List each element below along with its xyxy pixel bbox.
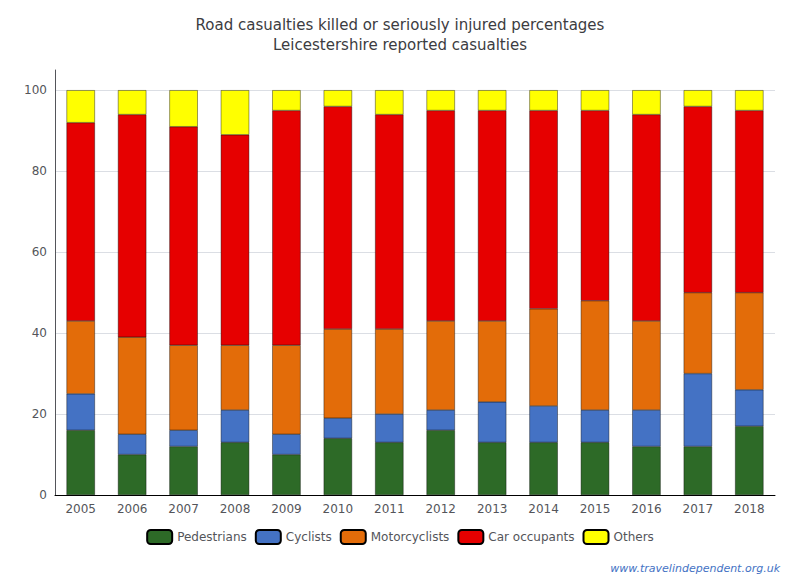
- svg-text:2008: 2008: [220, 502, 251, 516]
- svg-text:2014: 2014: [528, 502, 559, 516]
- svg-text:2016: 2016: [631, 502, 662, 516]
- svg-text:Pedestrians: Pedestrians: [177, 530, 247, 544]
- svg-text:2018: 2018: [734, 502, 765, 516]
- svg-text:0: 0: [39, 488, 47, 502]
- svg-text:Car occupants: Car occupants: [488, 530, 574, 544]
- svg-text:60: 60: [32, 245, 47, 259]
- svg-text:100: 100: [24, 83, 47, 97]
- svg-text:Road casualties killed or seri: Road casualties killed or seriously inju…: [196, 16, 605, 34]
- svg-text:www.travelindependent.org.uk: www.travelindependent.org.uk: [610, 562, 780, 575]
- svg-text:Cyclists: Cyclists: [286, 530, 332, 544]
- svg-text:2009: 2009: [271, 502, 302, 516]
- svg-text:2010: 2010: [323, 502, 354, 516]
- svg-text:2013: 2013: [477, 502, 508, 516]
- svg-text:2011: 2011: [374, 502, 405, 516]
- svg-text:2015: 2015: [580, 502, 611, 516]
- svg-text:2005: 2005: [65, 502, 96, 516]
- svg-text:2017: 2017: [683, 502, 714, 516]
- svg-text:80: 80: [32, 164, 47, 178]
- svg-text:Motorcyclists: Motorcyclists: [371, 530, 450, 544]
- svg-text:2012: 2012: [425, 502, 456, 516]
- svg-text:40: 40: [32, 326, 47, 340]
- svg-text:Others: Others: [614, 530, 654, 544]
- svg-text:2007: 2007: [168, 502, 199, 516]
- svg-text:2006: 2006: [117, 502, 148, 516]
- svg-text:Leicestershire reported casual: Leicestershire reported casualties: [273, 36, 527, 54]
- svg-text:20: 20: [32, 407, 47, 421]
